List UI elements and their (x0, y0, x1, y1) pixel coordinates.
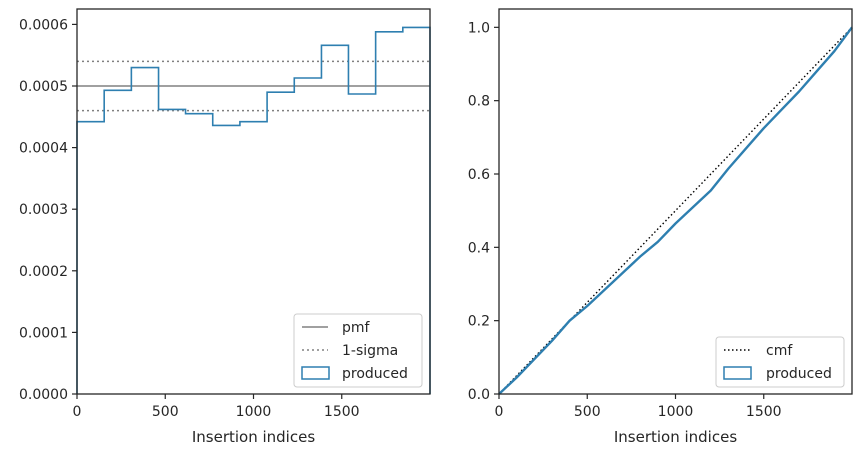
y-tick-label: 0.4 (468, 240, 490, 256)
x-tick-label: 1500 (324, 404, 360, 420)
y-tick-label: 0.0003 (19, 202, 68, 218)
x-tick-label: 1000 (236, 404, 272, 420)
x-tick-label: 1000 (658, 404, 694, 420)
x-tick-label: 500 (152, 404, 179, 420)
panel-cumulative (498, 26, 853, 395)
y-tick-label: 0.0006 (19, 17, 68, 33)
x-tick-label: 500 (574, 404, 601, 420)
panel-histogram (76, 26, 431, 394)
x-tick-label: 0 (73, 404, 82, 420)
produced-histogram (76, 26, 431, 394)
legend-produced-label: produced (766, 366, 832, 382)
legend-box (293, 313, 423, 388)
y-tick-label: 0.0000 (19, 387, 68, 403)
legend-pmf-label: pmf (342, 320, 371, 336)
y-tick-label: 0.2 (468, 314, 490, 330)
y-tick-label: 0.0 (468, 387, 490, 403)
y-tick-label: 0.0001 (19, 325, 68, 341)
y-tick-label: 0.6 (468, 167, 490, 183)
legend-produced-swatch (723, 366, 752, 380)
legend-produced-label: produced (342, 366, 408, 382)
x-tick-label: 0 (495, 404, 504, 420)
y-tick-label: 0.0005 (19, 79, 68, 95)
produced-curve (498, 26, 853, 395)
legend-sigma-label: 1-sigma (342, 343, 398, 359)
y-tick-label: 1.0 (468, 20, 490, 36)
y-tick-label: 0.0002 (19, 264, 68, 280)
x-tick-label: 1500 (746, 404, 782, 420)
x-axis-label: Insertion indices (614, 428, 737, 446)
plot-frame (498, 8, 853, 395)
y-tick-label: 0.8 (468, 94, 490, 110)
legend-cmf-label: cmf (766, 343, 793, 359)
legend-produced-swatch (301, 366, 330, 380)
x-axis-label: Insertion indices (192, 428, 315, 446)
y-tick-label: 0.0004 (19, 141, 68, 157)
